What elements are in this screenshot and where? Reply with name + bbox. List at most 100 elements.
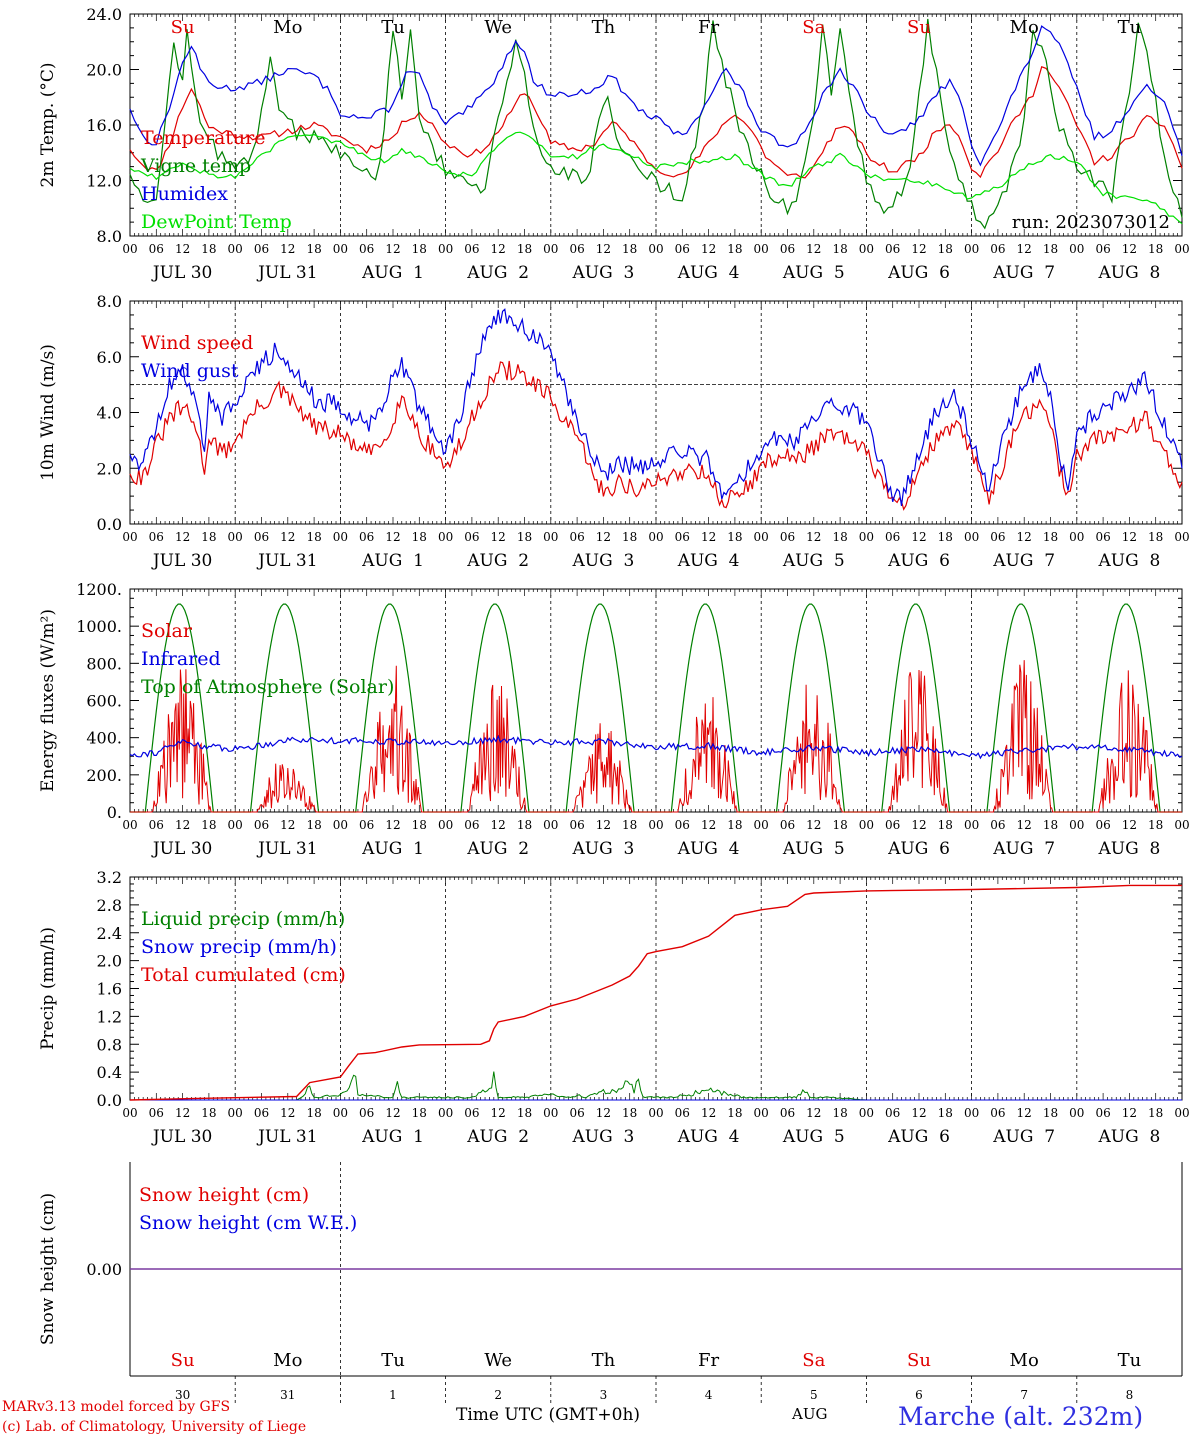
hour-tick-label: 00 <box>333 1106 348 1120</box>
day-label: AUG 8 <box>1097 1127 1160 1147</box>
day-label: JUL 31 <box>256 1127 317 1147</box>
hour-tick-label: 18 <box>622 530 637 544</box>
y-tick-label: 2.4 <box>97 924 122 943</box>
hour-tick-label: 12 <box>911 242 926 256</box>
legend-label: Solar <box>141 620 193 642</box>
y-tick-label: 20.0 <box>86 61 122 80</box>
legend-label: Top of Atmosphere (Solar) <box>141 676 394 698</box>
hour-tick-label: 18 <box>1148 242 1163 256</box>
hour-tick-label: 18 <box>306 818 321 832</box>
day-label: AUG 5 <box>782 1127 845 1147</box>
hour-tick-label: 12 <box>385 818 400 832</box>
day-label: AUG 4 <box>677 1127 740 1147</box>
hour-tick-label: 18 <box>832 818 847 832</box>
hour-tick-label: 18 <box>1043 242 1058 256</box>
hour-tick-label: 12 <box>175 818 190 832</box>
hour-tick-label: 00 <box>1174 530 1189 544</box>
day-number: 7 <box>1020 1388 1028 1402</box>
series-line-solar <box>130 660 1182 813</box>
weekday-label: Mo <box>1010 17 1039 38</box>
hour-tick-label: 12 <box>806 1106 821 1120</box>
hour-tick-label: 06 <box>885 818 900 832</box>
day-label: AUG 2 <box>466 263 529 283</box>
day-label: AUG 7 <box>992 551 1055 571</box>
y-tick-label: 1000. <box>76 617 122 636</box>
hour-tick-label: 18 <box>306 1106 321 1120</box>
hour-tick-label: 00 <box>859 242 874 256</box>
hour-tick-label: 00 <box>1069 530 1084 544</box>
hour-tick-label: 18 <box>938 1106 953 1120</box>
day-label: JUL 31 <box>256 551 317 571</box>
day-label: AUG 6 <box>887 839 950 859</box>
month-label: AUG <box>792 1405 828 1423</box>
y-axis-title: Precip (mm/h) <box>38 927 58 1050</box>
y-axis-title: Snow height (cm) <box>38 1193 58 1345</box>
hour-tick-label: 18 <box>201 530 216 544</box>
hour-tick-label: 12 <box>385 242 400 256</box>
plot-frame <box>129 300 1183 525</box>
hour-tick-label: 18 <box>938 530 953 544</box>
hour-tick-label: 06 <box>885 242 900 256</box>
legend-label: Snow precip (mm/h) <box>141 936 337 958</box>
hour-tick-label: 12 <box>1122 1106 1137 1120</box>
hour-tick-label: 00 <box>438 818 453 832</box>
hour-tick-label: 18 <box>412 242 427 256</box>
weekday-label: Sa <box>802 17 825 38</box>
legend-label: Snow height (cm W.E.) <box>139 1212 357 1234</box>
hour-tick-label: 06 <box>780 530 795 544</box>
hour-tick-label: 06 <box>569 530 584 544</box>
day-label: AUG 5 <box>782 551 845 571</box>
day-label: JUL 30 <box>151 839 212 859</box>
hour-tick-label: 00 <box>1069 818 1084 832</box>
hour-tick-label: 12 <box>175 242 190 256</box>
weekday-label-bottom: Mo <box>273 1350 302 1371</box>
hour-tick-label: 06 <box>464 530 479 544</box>
day-label: AUG 4 <box>677 551 740 571</box>
day-label: JUL 31 <box>256 839 317 859</box>
hour-tick-label: 12 <box>1017 530 1032 544</box>
hour-tick-label: 12 <box>491 242 506 256</box>
weekday-label-bottom: Tu <box>381 1350 405 1371</box>
hour-tick-label: 06 <box>149 530 164 544</box>
hour-tick-label: 00 <box>648 242 663 256</box>
day-label: AUG 4 <box>677 839 740 859</box>
hour-tick-label: 12 <box>596 818 611 832</box>
day-label: AUG 7 <box>992 839 1055 859</box>
hour-tick-label: 12 <box>385 530 400 544</box>
day-label: JUL 30 <box>151 551 212 571</box>
day-label: AUG 6 <box>887 1127 950 1147</box>
day-number: 4 <box>705 1388 713 1402</box>
hour-tick-label: 12 <box>701 530 716 544</box>
hour-tick-label: 00 <box>333 818 348 832</box>
hour-tick-label: 12 <box>1122 242 1137 256</box>
hour-tick-label: 06 <box>780 242 795 256</box>
weekday-label-bottom: Mo <box>1010 1350 1039 1371</box>
hour-tick-label: 00 <box>122 1106 137 1120</box>
hour-tick-label: 12 <box>491 1106 506 1120</box>
y-axis-title: 10m Wind (m/s) <box>38 344 58 481</box>
hour-tick-label: 12 <box>806 530 821 544</box>
hour-tick-label: 06 <box>254 818 269 832</box>
day-label: JUL 30 <box>151 263 212 283</box>
hour-tick-label: 00 <box>964 242 979 256</box>
day-label: AUG 8 <box>1097 263 1160 283</box>
hour-tick-label: 18 <box>201 818 216 832</box>
day-label: AUG 1 <box>361 1127 424 1147</box>
y-tick-label: 3.2 <box>97 868 122 887</box>
legend-label: Total cumulated (cm) <box>141 964 346 986</box>
hour-tick-label: 00 <box>122 818 137 832</box>
day-label: AUG 2 <box>466 1127 529 1147</box>
day-label: JUL 31 <box>256 263 317 283</box>
y-tick-label: 1.2 <box>97 1007 122 1026</box>
day-label: AUG 2 <box>466 839 529 859</box>
hour-tick-label: 00 <box>228 242 243 256</box>
hour-tick-label: 00 <box>438 530 453 544</box>
hour-tick-label: 18 <box>1043 530 1058 544</box>
hour-tick-label: 00 <box>333 530 348 544</box>
legend-label: Snow height (cm) <box>139 1184 309 1206</box>
hour-tick-label: 18 <box>622 818 637 832</box>
hour-tick-label: 00 <box>648 1106 663 1120</box>
hour-tick-label: 18 <box>306 530 321 544</box>
hour-tick-label: 06 <box>990 530 1005 544</box>
y-axis-title: Energy fluxes (W/m²) <box>38 609 58 792</box>
